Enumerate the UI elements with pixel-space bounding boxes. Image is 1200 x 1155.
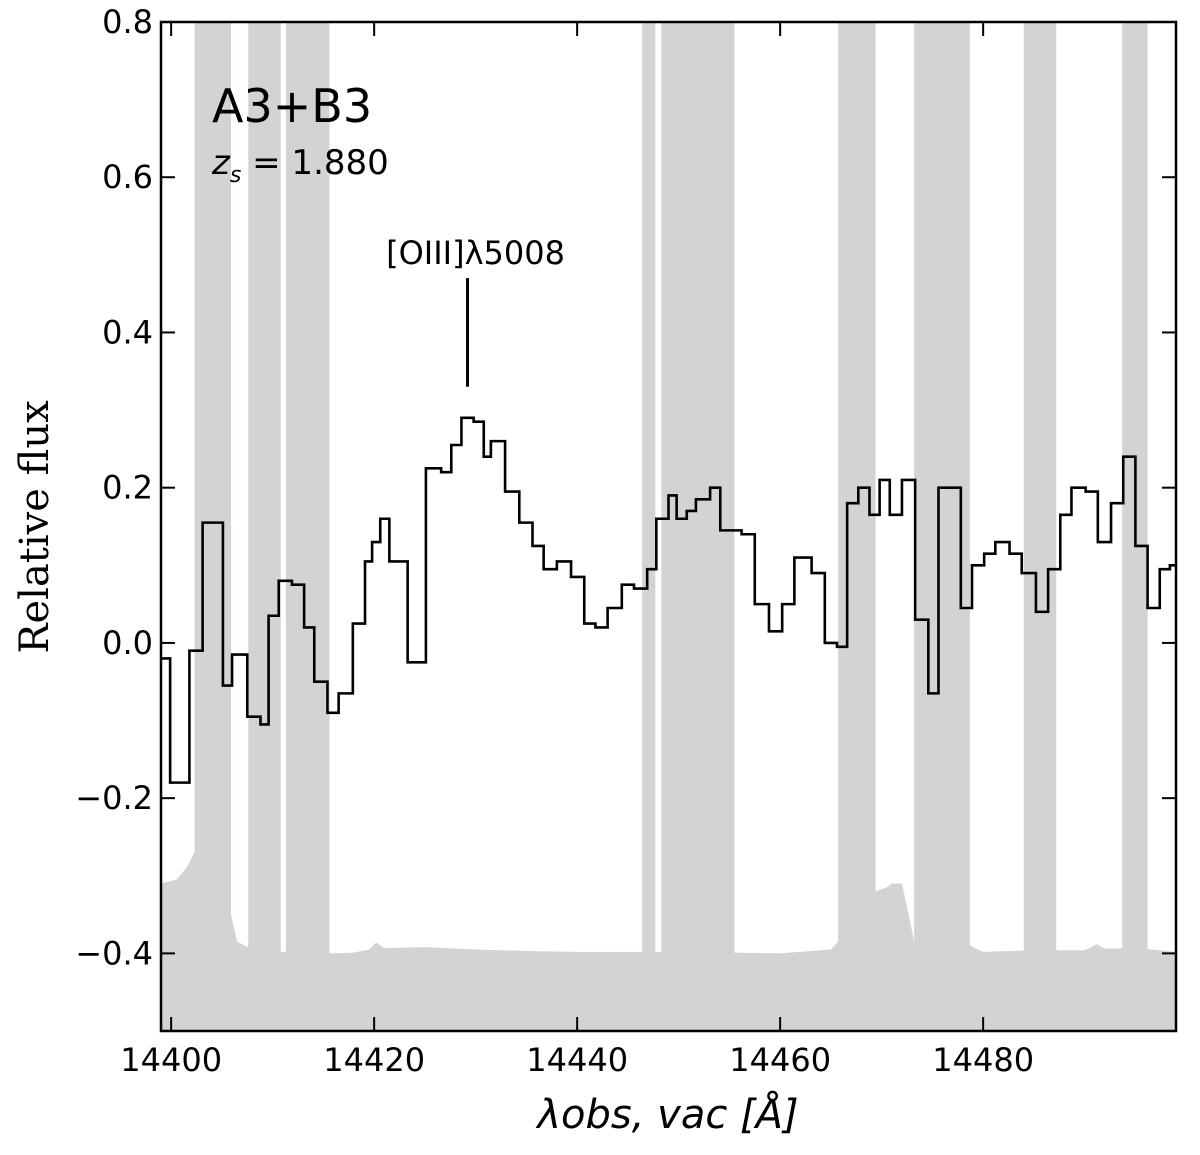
annotation-layer: A3+B3 zs = 1.880 [OIII]λ5008 [211, 79, 565, 387]
noise-floor-layer [161, 836, 1176, 1031]
redshift-symbol: z [211, 143, 231, 183]
x-tick-label: 14440 [526, 1041, 628, 1079]
y-axis-label: Relative flux [12, 400, 58, 654]
redshift-label: zs = 1.880 [211, 143, 389, 188]
x-tick-label: 14400 [120, 1041, 222, 1079]
y-tick-label: 0.8 [102, 3, 153, 41]
axes-layer: 14400 14420 14440 14460 14480 −0.4 −0.2 0.0 0.2 0… [75, 3, 1178, 1079]
spectrum-line [161, 416, 1176, 784]
redshift-value: = 1.880 [241, 143, 388, 183]
y-tick-label: 0.6 [102, 158, 153, 196]
x-tick-label: 14480 [932, 1041, 1034, 1079]
sky-band [661, 22, 735, 1031]
spectrum-series-layer [161, 416, 1176, 784]
y-tick-label: 0.0 [102, 624, 153, 662]
sky-band [1023, 22, 1057, 1031]
sky-band [642, 22, 656, 1031]
x-tick-label: 14460 [729, 1041, 831, 1079]
noise-floor-area [161, 836, 1176, 1031]
y-tick-label: −0.2 [75, 779, 153, 817]
sky-band [838, 22, 876, 1031]
sky-band-layer [194, 22, 1148, 1031]
x-axis-label: λobs, vac [Å] [535, 1090, 798, 1138]
y-tick-label: 0.4 [102, 313, 153, 351]
redshift-subscript: s [230, 163, 241, 188]
emission-line-label: [OIII]λ5008 [386, 234, 565, 272]
x-tick-label: 14420 [323, 1041, 425, 1079]
y-tick-label: −0.4 [75, 934, 153, 972]
object-label: A3+B3 [212, 79, 372, 133]
sky-band [285, 22, 330, 1031]
plot-frame [159, 20, 1178, 1033]
sky-band [248, 22, 281, 1031]
y-tick-label: 0.2 [102, 469, 153, 507]
